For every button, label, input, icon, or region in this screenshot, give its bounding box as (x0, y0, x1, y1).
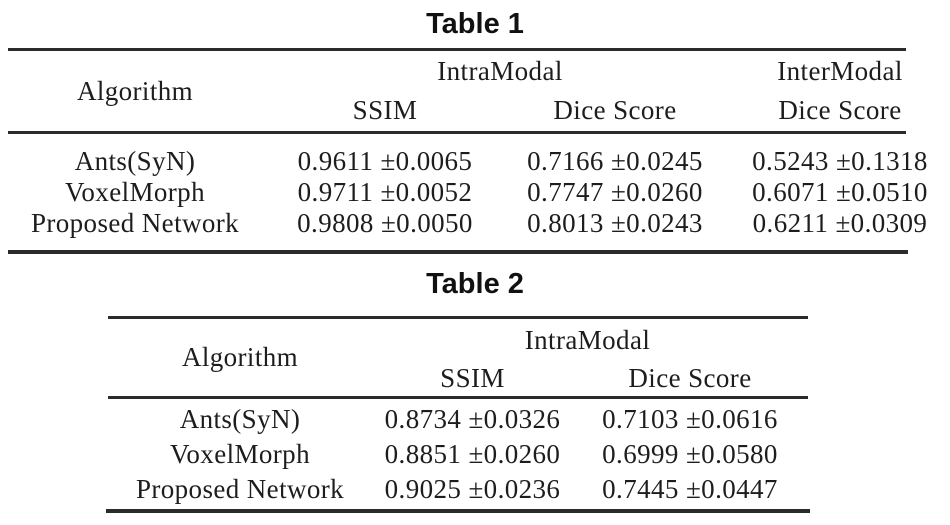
table2-header-ssim: SSIM (440, 363, 505, 393)
table1-row2-ssim: 0.9808 ±0.0050 (297, 208, 473, 238)
table1-top-rule (8, 48, 906, 51)
table1-header-dice-score: Dice Score (553, 95, 677, 125)
table2-row2-ssim: 0.9025 ±0.0236 (384, 474, 561, 504)
table1-row0-inter-dice: 0.5243 ±0.1318 (752, 146, 928, 176)
table2-row1-dice: 0.6999 ±0.0580 (602, 439, 778, 469)
table-row: VoxelMorph 0.8851 ±0.0260 0.6999 ±0.0580 (110, 437, 805, 472)
table1-header-inter-dice-score: Dice Score (778, 95, 902, 125)
table1-row0-algorithm: Ants(SyN) (74, 146, 196, 176)
table2-row1-ssim: 0.8851 ±0.0260 (384, 439, 561, 469)
table1-mid-rule (8, 131, 906, 134)
table2-header-intramodal-group: IntraModal SSIM Dice Score (370, 319, 805, 396)
table1-row2-algorithm: Proposed Network (30, 208, 240, 238)
table2-body: Ants(SyN) 0.8734 ±0.0326 0.7103 ±0.0616 … (110, 402, 805, 507)
table1-row1-dice: 0.7747 ±0.0260 (527, 177, 703, 207)
table1-header-intramodal: IntraModal (437, 55, 563, 86)
table1-row0-dice: 0.7166 ±0.0245 (527, 146, 703, 176)
table1-row1-inter-dice: 0.6071 ±0.0510 (752, 177, 928, 207)
table1-header-intermodal: InterModal (777, 55, 903, 86)
table1-header-algorithm: Algorithm (76, 76, 194, 106)
table2-row0-algorithm: Ants(SyN) (179, 404, 301, 434)
table-row: Proposed Network 0.9808 ±0.0050 0.8013 ±… (0, 208, 950, 239)
table2-caption: Table 2 (426, 268, 524, 300)
table1-body: Ants(SyN) 0.9611 ±0.0065 0.7166 ±0.0245 … (0, 146, 950, 239)
table2-header-algorithm: Algorithm (181, 342, 299, 372)
table2-header: Algorithm IntraModal SSIM Dice Score (110, 319, 805, 396)
table2-row0-ssim: 0.8734 ±0.0326 (384, 404, 561, 434)
table2-header-dice-score: Dice Score (628, 363, 752, 393)
table-row: VoxelMorph 0.9711 ±0.0052 0.7747 ±0.0260… (0, 177, 950, 208)
table1-header-ssim: SSIM (352, 95, 418, 125)
table1-caption: Table 1 (426, 8, 524, 40)
table1-row1-algorithm: VoxelMorph (64, 177, 205, 207)
table1-row0-ssim: 0.9611 ±0.0065 (297, 146, 473, 176)
table2-header-intramodal: IntraModal (524, 324, 651, 355)
table-row: Ants(SyN) 0.9611 ±0.0065 0.7166 ±0.0245 … (0, 146, 950, 177)
table1-header-intermodal-group: InterModal Dice Score (730, 52, 950, 131)
table2-bottom-rule (106, 509, 810, 513)
table1-header-intramodal-group: IntraModal SSIM Dice Score (270, 52, 730, 131)
table2-row0-dice: 0.7103 ±0.0616 (602, 404, 778, 434)
table1-row2-dice: 0.8013 ±0.0243 (527, 208, 703, 238)
table2-top-rule (108, 316, 808, 319)
table2-row2-dice: 0.7445 ±0.0447 (602, 474, 778, 504)
table1-header: Algorithm IntraModal SSIM Dice Score Int… (0, 52, 950, 131)
table2-row1-algorithm: VoxelMorph (169, 439, 310, 469)
table2-mid-rule (108, 396, 808, 399)
table-row: Ants(SyN) 0.8734 ±0.0326 0.7103 ±0.0616 (110, 402, 805, 437)
table2-row2-algorithm: Proposed Network (135, 474, 345, 504)
table1-row1-ssim: 0.9711 ±0.0052 (297, 177, 473, 207)
table-row: Proposed Network 0.9025 ±0.0236 0.7445 ±… (110, 472, 805, 507)
table1-row2-inter-dice: 0.6211 ±0.0309 (752, 208, 928, 238)
table1-bottom-rule (8, 250, 908, 254)
